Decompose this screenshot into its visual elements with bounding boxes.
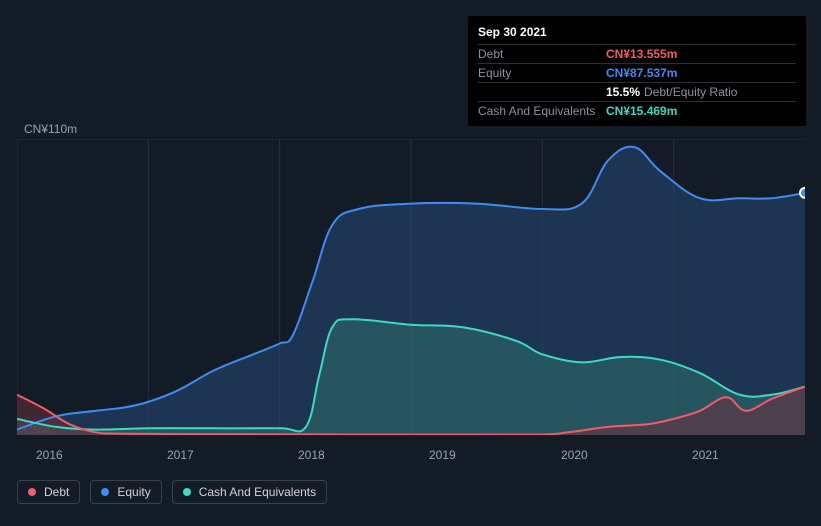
tooltip-row-value: CN¥87.537m	[606, 65, 677, 81]
chart-legend: Debt Equity Cash And Equivalents	[17, 480, 327, 504]
tooltip-row-label: Equity	[478, 65, 606, 81]
tooltip-row: EquityCN¥87.537m	[478, 63, 796, 82]
x-axis-label: 2016	[36, 448, 63, 462]
x-axis-label: 2021	[692, 448, 719, 462]
tooltip-row-suffix: Debt/Equity Ratio	[644, 84, 737, 100]
x-axis-label: 2020	[561, 448, 588, 462]
y-axis-label-top: CN¥110m	[24, 122, 77, 136]
chart-plot[interactable]	[17, 139, 805, 435]
x-axis-label: 2017	[167, 448, 194, 462]
tooltip-row-label	[478, 84, 606, 100]
legend-item-debt[interactable]: Debt	[17, 480, 80, 504]
legend-item-label: Cash And Equivalents	[199, 485, 316, 499]
legend-item-label: Debt	[44, 485, 69, 499]
tooltip-row-label: Debt	[478, 46, 606, 62]
tooltip-row: DebtCN¥13.555m	[478, 44, 796, 63]
legend-item-equity[interactable]: Equity	[90, 480, 161, 504]
chart-root: Sep 30 2021 DebtCN¥13.555mEquityCN¥87.53…	[0, 0, 821, 526]
x-axis-label: 2018	[298, 448, 325, 462]
x-axis-label: 2019	[429, 448, 456, 462]
series-end-marker	[800, 188, 805, 198]
chart-svg	[17, 139, 805, 435]
tooltip-date: Sep 30 2021	[478, 22, 796, 44]
legend-dot-icon	[101, 488, 109, 496]
tooltip-rows: DebtCN¥13.555mEquityCN¥87.537m15.5%Debt/…	[478, 44, 796, 120]
legend-dot-icon	[28, 488, 36, 496]
tooltip-row-value: CN¥13.555m	[606, 46, 677, 62]
chart-tooltip: Sep 30 2021 DebtCN¥13.555mEquityCN¥87.53…	[468, 16, 806, 126]
tooltip-row-label: Cash And Equivalents	[478, 103, 606, 119]
tooltip-row: Cash And EquivalentsCN¥15.469m	[478, 101, 796, 120]
legend-dot-icon	[183, 488, 191, 496]
tooltip-row-value: CN¥15.469m	[606, 103, 677, 119]
legend-item-cash[interactable]: Cash And Equivalents	[172, 480, 327, 504]
legend-item-label: Equity	[117, 485, 150, 499]
tooltip-row-value: 15.5%	[606, 84, 640, 100]
tooltip-row: 15.5%Debt/Equity Ratio	[478, 82, 796, 101]
